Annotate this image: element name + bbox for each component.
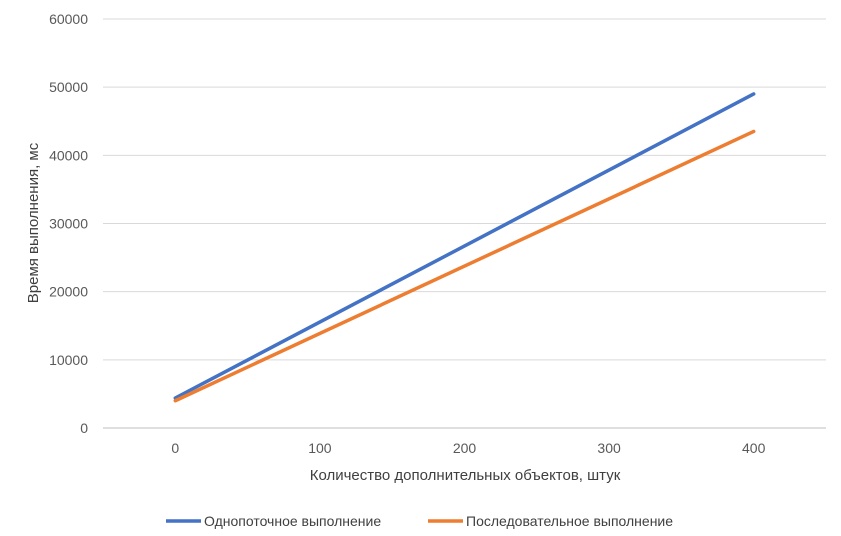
y-axis-ticks: 0 10000 20000 30000 40000 50000 60000 (49, 11, 88, 436)
series-line-2 (173, 129, 756, 403)
y-axis-title: Время выполнения, мс (25, 142, 42, 303)
legend-label: Последовательное выполнение (466, 513, 673, 529)
y-tick-label: 50000 (49, 79, 88, 95)
legend-item: Однопоточное выполнение (166, 513, 381, 529)
legend-item: Последовательное выполнение (428, 513, 673, 529)
y-tick-label: 20000 (49, 284, 88, 300)
gridlines (103, 18, 826, 429)
x-tick-label: 100 (308, 440, 332, 456)
series-lines (173, 92, 756, 403)
y-tick-label: 0 (80, 420, 88, 436)
x-tick-label: 0 (171, 440, 179, 456)
y-tick-label: 60000 (49, 11, 88, 27)
legend-label: Однопоточное выполнение (204, 513, 381, 529)
x-axis-ticks: 0 100 200 300 400 (171, 440, 765, 456)
x-tick-label: 300 (597, 440, 621, 456)
x-tick-label: 200 (453, 440, 477, 456)
legend: Однопоточное выполнение Последовательное … (166, 513, 673, 529)
x-axis-title: Количество дополнительных объектов, штук (310, 467, 621, 484)
y-tick-label: 40000 (49, 147, 88, 163)
x-tick-label: 400 (742, 440, 766, 456)
series-line-1 (173, 92, 756, 400)
y-tick-label: 30000 (49, 216, 88, 232)
y-tick-label: 10000 (49, 352, 88, 368)
